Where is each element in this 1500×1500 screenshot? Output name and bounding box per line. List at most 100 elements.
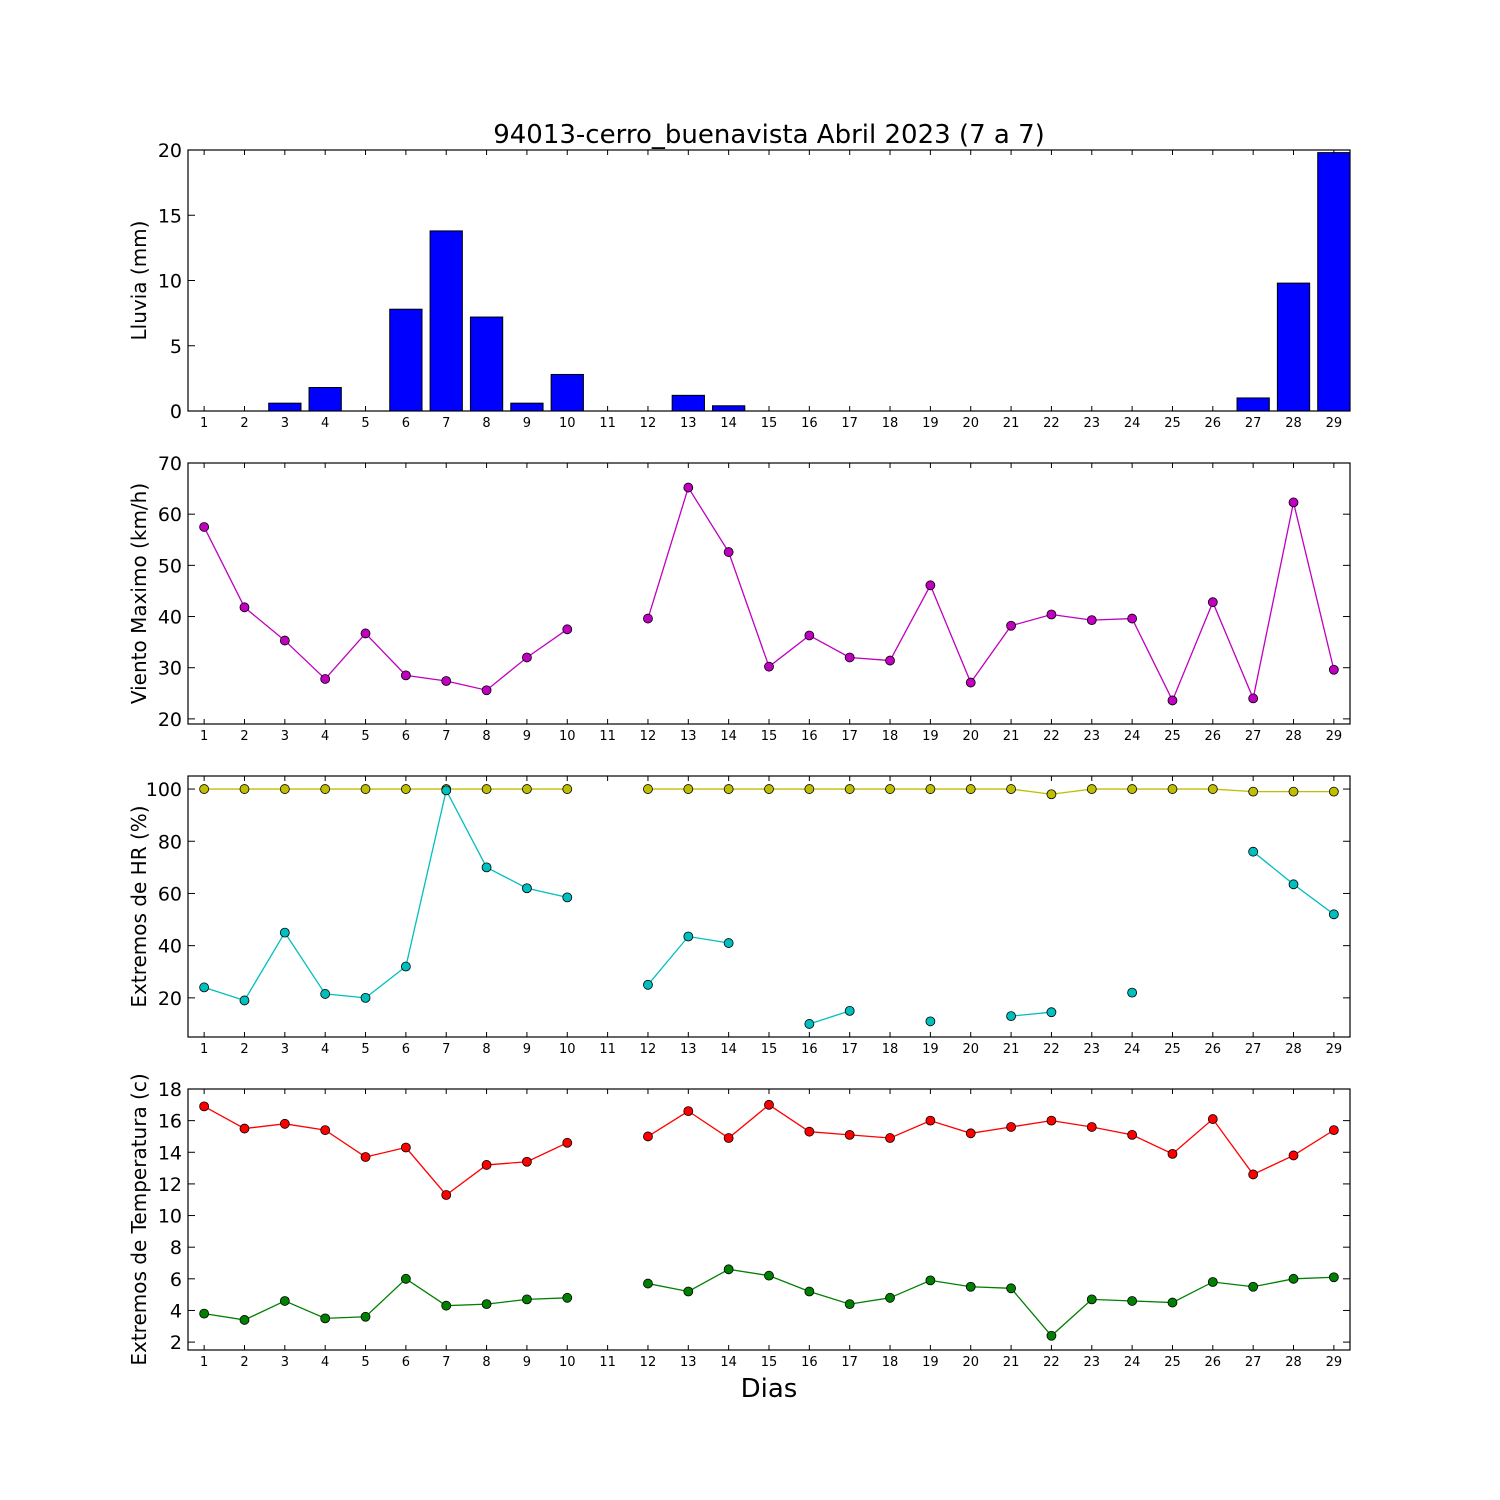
point-temperatura-t_max-day-27 [1248, 1169, 1259, 1180]
bar-lluvia-day-3 [268, 402, 302, 412]
x-tick-label-lluvia: 29 [1326, 416, 1343, 431]
x-tick-label-lluvia: 17 [841, 416, 858, 431]
point-viento-wind-day-6 [400, 670, 411, 681]
point-viento-wind-day-24 [1127, 613, 1138, 624]
point-temperatura-t_max-day-28 [1288, 1150, 1299, 1161]
x-tick-label-viento: 29 [1326, 729, 1343, 744]
x-tick-label-temperatura: 5 [361, 1355, 369, 1370]
bar-lluvia-day-4 [308, 387, 342, 412]
point-temperatura-t_min-day-12 [643, 1278, 653, 1289]
bar-lluvia-day-29 [1317, 152, 1351, 412]
plot-frame-viento [187, 462, 1351, 725]
x-tick-label-temperatura: 21 [1003, 1355, 1020, 1370]
point-temperatura-t_max-day-17 [844, 1129, 855, 1140]
x-tick-label-hr: 24 [1124, 1042, 1141, 1057]
x-tick-label-hr: 17 [841, 1042, 858, 1057]
point-hr-hr_max-day-26 [1207, 784, 1218, 794]
series-line-temperatura-t_min [204, 1277, 568, 1321]
point-temperatura-t_min-day-5 [360, 1311, 371, 1322]
bar-lluvia-day-27 [1236, 397, 1270, 412]
point-hr-hr_max-day-3 [279, 784, 290, 794]
x-tick-label-viento: 12 [640, 729, 657, 744]
point-hr-hr_max-day-24 [1127, 784, 1138, 794]
point-hr-hr_max-day-9 [522, 784, 532, 794]
series-line-temperatura-t_min [647, 1268, 1334, 1337]
point-temperatura-t_max-day-25 [1167, 1148, 1178, 1159]
x-tick-label-lluvia: 23 [1084, 416, 1101, 431]
point-temperatura-t_min-day-27 [1248, 1281, 1259, 1292]
point-hr-hr_max-day-28 [1288, 786, 1299, 797]
x-tick-label-hr: 26 [1205, 1042, 1222, 1057]
point-temperatura-t_min-day-10 [562, 1292, 573, 1303]
series-line-hr-hr_max [647, 788, 1334, 795]
point-temperatura-t_min-day-18 [885, 1292, 895, 1303]
x-tick-label-lluvia: 7 [442, 416, 450, 431]
point-temperatura-t_max-day-29 [1328, 1125, 1339, 1136]
x-tick-label-hr: 21 [1003, 1042, 1020, 1057]
point-hr-hr_min-day-8 [481, 862, 492, 873]
x-tick-label-hr: 28 [1285, 1042, 1302, 1057]
x-tick-label-viento: 7 [442, 729, 450, 744]
point-hr-hr_max-day-17 [844, 784, 855, 794]
point-hr-hr_max-day-15 [764, 784, 774, 794]
y-tick-label-temperatura: 18 [158, 1079, 182, 1101]
x-tick-label-viento: 4 [321, 729, 329, 744]
x-tick-label-viento: 1 [200, 729, 208, 744]
y-tick-label-temperatura: 8 [170, 1237, 182, 1259]
y-axis-label-temperatura: Extremos de Temperatura (c) [127, 1073, 151, 1365]
x-tick-label-lluvia: 11 [599, 416, 616, 431]
x-tick-label-temperatura: 19 [922, 1355, 939, 1370]
series-line-temperatura-t_max [203, 1105, 568, 1196]
point-temperatura-t_max-day-21 [1006, 1122, 1016, 1132]
x-tick-label-lluvia: 6 [402, 416, 410, 431]
x-tick-label-lluvia: 21 [1003, 416, 1020, 431]
point-temperatura-t_max-day-19 [925, 1115, 936, 1126]
point-hr-hr_max-day-23 [1086, 784, 1097, 794]
point-temperatura-t_min-day-19 [925, 1275, 936, 1286]
x-tick-label-temperatura: 16 [801, 1355, 818, 1370]
x-tick-label-hr: 11 [599, 1042, 616, 1057]
x-tick-label-hr: 3 [281, 1042, 289, 1057]
point-hr-hr_min-day-29 [1328, 909, 1339, 920]
point-hr-hr_min-day-10 [562, 892, 573, 903]
series-line-temperatura-t_max [647, 1104, 1335, 1176]
x-tick-label-temperatura: 23 [1084, 1355, 1101, 1370]
x-tick-label-viento: 27 [1245, 729, 1262, 744]
bar-lluvia-day-13 [671, 394, 705, 412]
x-tick-label-hr: 12 [640, 1042, 657, 1057]
y-tick-label-temperatura: 2 [170, 1332, 182, 1354]
x-tick-label-temperatura: 8 [482, 1355, 490, 1370]
point-temperatura-t_max-day-5 [360, 1152, 371, 1162]
point-temperatura-t_max-day-14 [723, 1133, 734, 1143]
point-hr-hr_min-day-19 [925, 1016, 936, 1027]
point-hr-hr_min-day-3 [279, 927, 290, 938]
series-line-hr-hr_min [1011, 1011, 1052, 1017]
x-tick-label-lluvia: 25 [1164, 416, 1181, 431]
point-temperatura-t_min-day-21 [1006, 1283, 1016, 1294]
x-tick-label-temperatura: 26 [1205, 1355, 1222, 1370]
x-tick-label-lluvia: 19 [922, 416, 939, 431]
point-hr-hr_min-day-16 [804, 1019, 815, 1029]
x-tick-label-temperatura: 13 [680, 1355, 697, 1370]
x-tick-label-hr: 1 [200, 1042, 208, 1057]
x-tick-label-temperatura: 4 [321, 1355, 329, 1370]
point-viento-wind-day-29 [1328, 664, 1339, 675]
point-temperatura-t_min-day-25 [1167, 1297, 1178, 1308]
x-tick-label-temperatura: 29 [1326, 1355, 1343, 1370]
point-temperatura-t_max-day-8 [481, 1160, 492, 1170]
x-tick-label-viento: 26 [1205, 729, 1222, 744]
point-viento-wind-day-10 [562, 624, 573, 635]
x-tick-label-lluvia: 16 [801, 416, 818, 431]
point-hr-hr_max-day-14 [723, 784, 734, 794]
bar-lluvia-day-28 [1276, 282, 1311, 412]
x-tick-label-viento: 3 [281, 729, 289, 744]
point-viento-wind-day-19 [925, 580, 936, 591]
y-axis-label-viento: Viento Maximo (km/h) [127, 483, 151, 704]
point-temperatura-t_min-day-20 [965, 1281, 976, 1292]
point-hr-hr_max-day-5 [360, 784, 371, 794]
x-tick-label-viento: 9 [523, 729, 531, 744]
point-viento-wind-day-21 [1006, 620, 1016, 631]
x-tick-label-temperatura: 11 [599, 1355, 616, 1370]
